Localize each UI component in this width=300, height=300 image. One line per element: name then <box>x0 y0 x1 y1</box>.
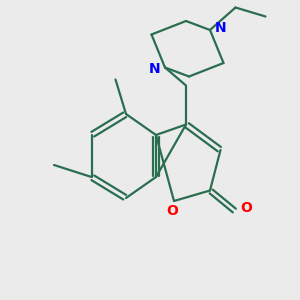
Text: O: O <box>240 202 252 215</box>
Text: N: N <box>149 62 161 76</box>
Text: N: N <box>214 22 226 35</box>
Text: O: O <box>167 204 178 218</box>
